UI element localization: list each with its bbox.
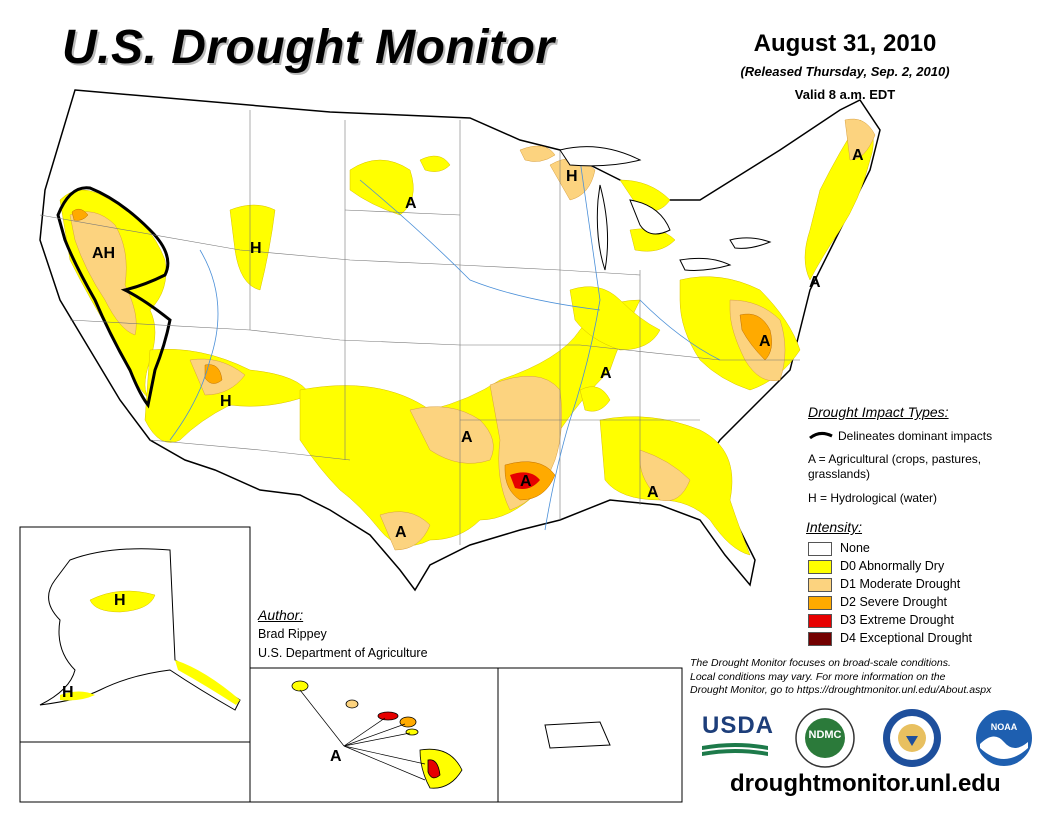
label-a-virginia: A: [759, 333, 771, 350]
note-line-1: The Drought Monitor focuses on broad-sca…: [690, 657, 951, 669]
label-a-hawaii: A: [330, 748, 342, 765]
noaa-logo: NOAA: [974, 708, 1034, 768]
author-heading: Author:: [258, 607, 304, 623]
intensity-row-none: None: [808, 540, 870, 557]
usda-logo-text: USDA: [702, 712, 775, 739]
author-name: Brad Rippey: [258, 627, 327, 641]
intensity-label: D2 Severe Drought: [840, 595, 948, 609]
page-title: U.S. Drought Monitor: [62, 21, 555, 74]
impact-legend-agricultural: A = Agricultural (crops, pastures, grass…: [808, 452, 1038, 482]
noaa-logo-text: NOAA: [990, 722, 1018, 732]
usda-logo: USDA: [702, 712, 775, 760]
label-h-alaska-sw: H: [62, 684, 74, 701]
label-a-texas: A: [395, 524, 407, 541]
intensity-row-d1: D1 Moderate Drought: [808, 576, 960, 593]
ndmc-logo-text: NDMC: [808, 729, 842, 741]
alaska-sw-d0: [60, 691, 95, 701]
usda-logo-swoosh-icon: [702, 743, 768, 756]
hawaii-pointer-lines: [299, 689, 426, 781]
delineate-line-icon: [809, 431, 833, 440]
note-line-3: Drought Monitor, go to https://droughtmo…: [690, 684, 992, 696]
label-a-nj: A: [809, 274, 821, 291]
label-a-louisiana: A: [520, 473, 532, 490]
impact-legend-delineates: Delineates dominant impacts: [838, 429, 993, 443]
impact-legend-hydrological: H = Hydrological (water): [808, 491, 938, 505]
swatch-d3: [808, 613, 832, 628]
label-ah-west: AH: [92, 245, 116, 262]
ndmc-logo: NDMC: [795, 708, 855, 768]
intensity-row-d4: D4 Exceptional Drought: [808, 630, 972, 647]
valid-time: Valid 8 a.m. EDT: [794, 87, 896, 102]
commerce-logo: [882, 708, 942, 768]
intensity-label: D3 Extreme Drought: [840, 613, 954, 627]
intensity-row-d2: D2 Severe Drought: [808, 594, 947, 611]
label-h-idaho: H: [250, 240, 262, 257]
label-a-maine: A: [852, 147, 864, 164]
swatch-d4: [808, 631, 832, 646]
rivers: [169, 159, 721, 531]
label-a-dakota: A: [405, 195, 417, 212]
alaska-d0: [89, 590, 156, 613]
ndmc-seal-icon: [795, 708, 855, 768]
impact-legend-agricultural-text: A = Agricultural (crops, pastures, grass…: [808, 452, 982, 481]
intensity-label: None: [840, 541, 870, 555]
intensity-row-d3: D3 Extreme Drought: [808, 612, 954, 629]
label-h-michigan: H: [566, 168, 578, 185]
hawaii-islands: [291, 680, 463, 789]
release-date: (Released Thursday, Sep. 2, 2010): [740, 64, 950, 79]
intensity-row-d0: D0 Abnormally Dry: [808, 558, 944, 575]
intensity-label: D4 Exceptional Drought: [840, 631, 973, 645]
swatch-d1: [808, 577, 832, 592]
intensity-label: D0 Abnormally Dry: [840, 559, 945, 573]
impact-boundary: [56, 186, 172, 409]
note-line-2: Local conditions may vary. For more info…: [690, 670, 946, 683]
puerto-rico-inset-frame: [497, 667, 683, 803]
map-date: August 31, 2010: [753, 30, 937, 57]
swatch-d2: [808, 595, 832, 610]
great-lakes: [559, 146, 772, 271]
swatch-none: [808, 541, 832, 556]
author-org: U.S. Department of Agriculture: [258, 646, 428, 660]
label-a-kentucky: A: [600, 365, 612, 382]
d3-areas: [510, 472, 540, 489]
noaa-seal-icon: [974, 708, 1034, 768]
label-a-georgia: A: [647, 484, 659, 501]
swatch-d0: [808, 559, 832, 574]
footer-url[interactable]: droughtmonitor.unl.edu: [730, 770, 1001, 797]
alaska-se-d0: [175, 660, 240, 705]
label-h-arizona: H: [220, 393, 232, 410]
label-a-oklahoma: A: [461, 429, 473, 446]
impact-legend-heading: Drought Impact Types:: [808, 404, 949, 420]
intensity-legend-heading: Intensity:: [806, 519, 863, 535]
intensity-label: D1 Moderate Drought: [840, 577, 961, 591]
puerto-rico-shape: [544, 721, 611, 749]
bottom-left-frame: [19, 741, 251, 803]
info-note: The Drought Monitor focuses on broad-sca…: [690, 657, 1030, 698]
label-h-alaska: H: [114, 592, 126, 609]
commerce-seal-icon: [883, 709, 941, 767]
